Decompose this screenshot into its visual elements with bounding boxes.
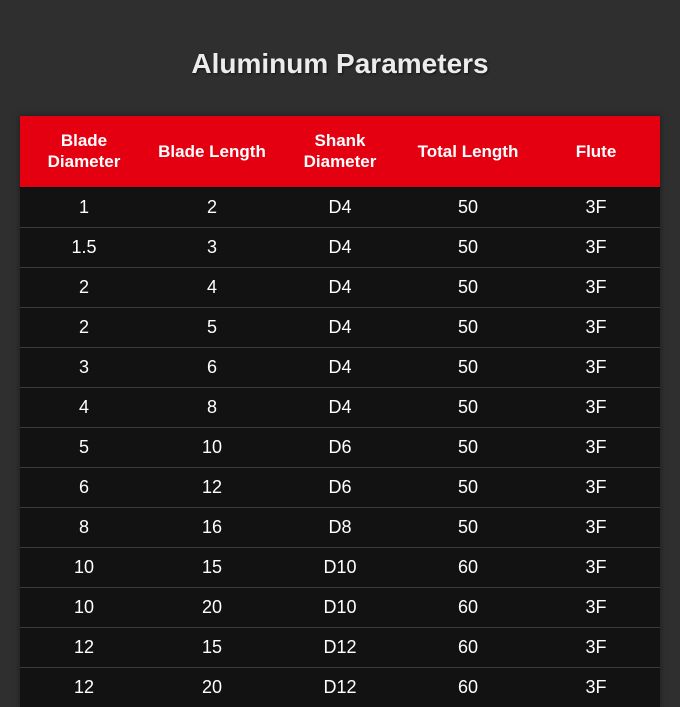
table-cell: 60 (404, 627, 532, 667)
table-cell: 3F (532, 427, 660, 467)
table-cell: 50 (404, 187, 532, 227)
table-cell: D10 (276, 587, 404, 627)
table-cell: 20 (148, 667, 276, 707)
table-cell: 3F (532, 467, 660, 507)
table-row: 25D4503F (20, 307, 660, 347)
table-cell: 1 (20, 187, 148, 227)
table-cell: 3F (532, 547, 660, 587)
table-cell: 5 (148, 307, 276, 347)
col-blade-diameter: Blade Diameter (20, 116, 148, 187)
table-cell: 50 (404, 267, 532, 307)
table-cell: 3F (532, 347, 660, 387)
table-cell: 50 (404, 387, 532, 427)
table-row: 36D4503F (20, 347, 660, 387)
table-cell: 15 (148, 627, 276, 667)
table-row: 12D4503F (20, 187, 660, 227)
parameters-table: Blade Diameter Blade Length Shank Diamet… (20, 116, 660, 707)
table-cell: 10 (20, 587, 148, 627)
table-row: 612D6503F (20, 467, 660, 507)
table-row: 510D6503F (20, 427, 660, 467)
table-row: 1.53D4503F (20, 227, 660, 267)
table-cell: 3F (532, 387, 660, 427)
table-row: 816D8503F (20, 507, 660, 547)
table-cell: 4 (148, 267, 276, 307)
table-cell: 3F (532, 587, 660, 627)
table-cell: 3 (20, 347, 148, 387)
col-total-length: Total Length (404, 116, 532, 187)
table-cell: 3 (148, 227, 276, 267)
table-cell: 1.5 (20, 227, 148, 267)
table-cell: D10 (276, 547, 404, 587)
table-cell: 50 (404, 467, 532, 507)
table-cell: 20 (148, 587, 276, 627)
table-cell: 50 (404, 507, 532, 547)
table-cell: 6 (148, 347, 276, 387)
table-row: 1215D12603F (20, 627, 660, 667)
table-cell: 15 (148, 547, 276, 587)
table-cell: 12 (148, 467, 276, 507)
table-cell: 16 (148, 507, 276, 547)
table-row: 1015D10603F (20, 547, 660, 587)
table-header-row: Blade Diameter Blade Length Shank Diamet… (20, 116, 660, 187)
table-cell: 3F (532, 267, 660, 307)
parameters-table-wrap: Blade Diameter Blade Length Shank Diamet… (20, 116, 660, 707)
table-cell: 6 (20, 467, 148, 507)
table-cell: D4 (276, 347, 404, 387)
table-cell: D6 (276, 427, 404, 467)
table-cell: D12 (276, 667, 404, 707)
table-row: 24D4503F (20, 267, 660, 307)
table-cell: 3F (532, 307, 660, 347)
col-shank-diameter: Shank Diameter (276, 116, 404, 187)
table-cell: 12 (20, 667, 148, 707)
table-header: Blade Diameter Blade Length Shank Diamet… (20, 116, 660, 187)
table-cell: D4 (276, 267, 404, 307)
table-cell: 12 (20, 627, 148, 667)
table-cell: 2 (148, 187, 276, 227)
table-cell: 50 (404, 227, 532, 267)
table-cell: 3F (532, 187, 660, 227)
table-cell: D12 (276, 627, 404, 667)
table-row: 1220D12603F (20, 667, 660, 707)
page-title: Aluminum Parameters (0, 48, 680, 80)
table-row: 1020D10603F (20, 587, 660, 627)
table-cell: 3F (532, 667, 660, 707)
table-cell: 50 (404, 427, 532, 467)
table-row: 48D4503F (20, 387, 660, 427)
table-cell: 2 (20, 267, 148, 307)
table-cell: D8 (276, 507, 404, 547)
table-cell: 10 (148, 427, 276, 467)
table-cell: 8 (148, 387, 276, 427)
col-blade-length: Blade Length (148, 116, 276, 187)
table-cell: 50 (404, 307, 532, 347)
table-cell: D4 (276, 227, 404, 267)
table-cell: 3F (532, 627, 660, 667)
table-cell: 60 (404, 547, 532, 587)
table-cell: 60 (404, 667, 532, 707)
table-cell: 8 (20, 507, 148, 547)
table-cell: 2 (20, 307, 148, 347)
col-flute: Flute (532, 116, 660, 187)
table-cell: 10 (20, 547, 148, 587)
table-cell: D6 (276, 467, 404, 507)
table-cell: D4 (276, 307, 404, 347)
table-cell: 4 (20, 387, 148, 427)
table-cell: 60 (404, 587, 532, 627)
table-cell: 3F (532, 227, 660, 267)
table-cell: D4 (276, 387, 404, 427)
table-cell: D4 (276, 187, 404, 227)
table-cell: 50 (404, 347, 532, 387)
table-body: 12D4503F1.53D4503F24D4503F25D4503F36D450… (20, 187, 660, 707)
table-cell: 5 (20, 427, 148, 467)
page: Aluminum Parameters Blade Diameter Blade… (0, 0, 680, 703)
table-cell: 3F (532, 507, 660, 547)
